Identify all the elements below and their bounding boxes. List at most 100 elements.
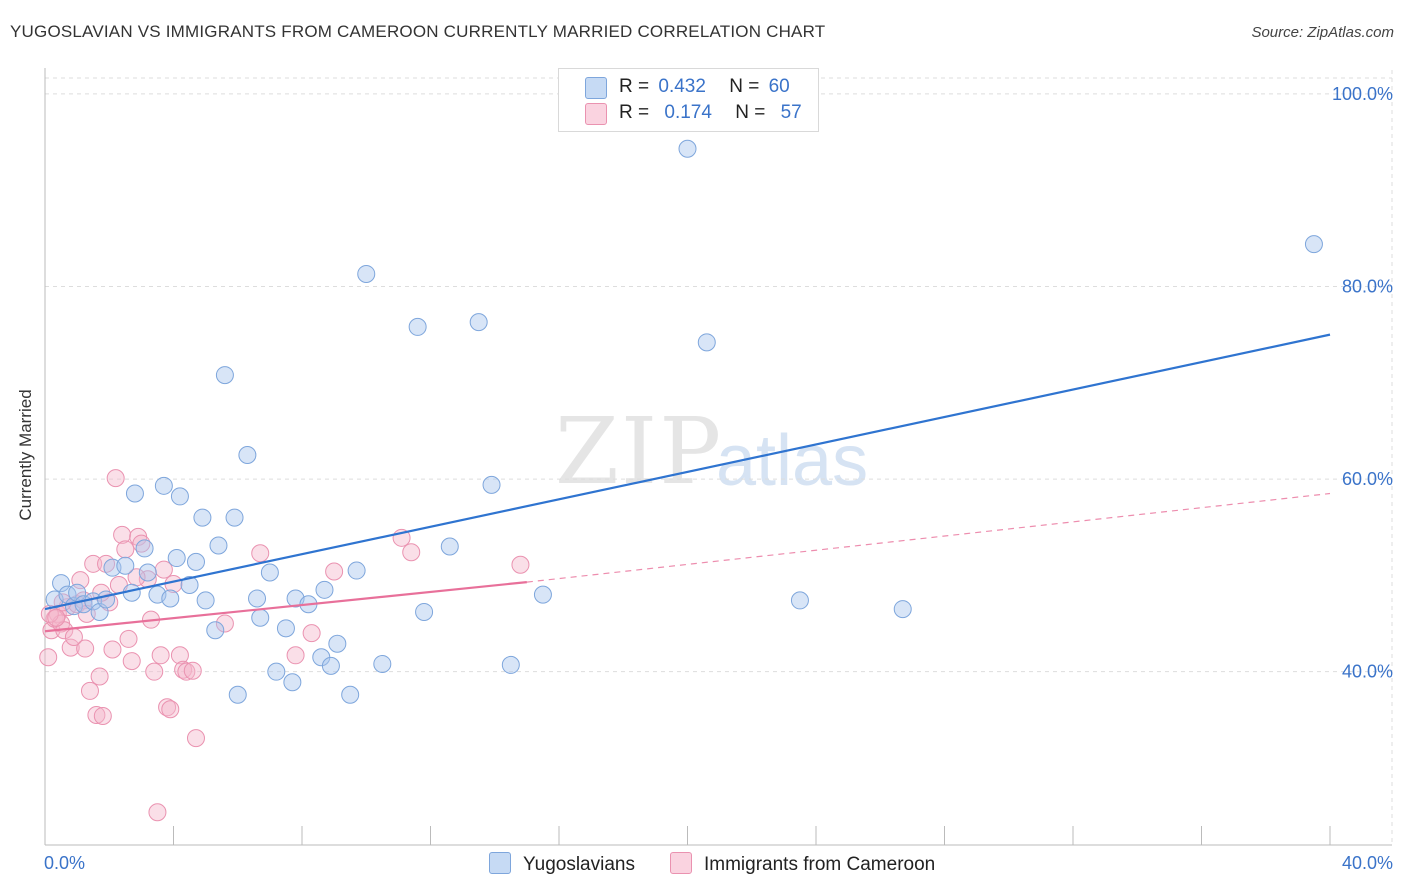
yugoslavian-point xyxy=(893,600,912,619)
cameroon-point xyxy=(145,662,164,681)
source-label: Source: ZipAtlas.com xyxy=(1251,24,1394,41)
legend-label: Immigrants from Cameroon xyxy=(704,854,936,875)
cameroon-point xyxy=(76,639,95,658)
n-value: 57 xyxy=(780,102,802,123)
cameroon-point xyxy=(325,562,344,581)
y-tick-label: 40.0% xyxy=(1342,662,1393,682)
yugoslavian-point xyxy=(225,508,244,527)
cameroon-point xyxy=(251,544,270,563)
cameroon-point xyxy=(302,624,321,643)
cameroon-trend-line xyxy=(44,581,527,633)
cameroon-point xyxy=(158,698,177,717)
r-value: 0.174 xyxy=(664,102,712,123)
yugoslavian-point xyxy=(161,589,180,608)
watermark-zip: ZIP xyxy=(555,398,724,505)
yugoslavian-point xyxy=(440,537,459,556)
cameroon-point xyxy=(119,629,138,648)
yugoslavian-point xyxy=(501,655,520,674)
yugoslavian-point xyxy=(215,366,234,385)
legend-swatch-blue xyxy=(489,852,511,874)
yugoslavian-point xyxy=(341,685,360,704)
yugoslavian-point xyxy=(267,662,286,681)
legend-swatch-pink xyxy=(585,103,607,125)
yugoslavian-point xyxy=(206,621,225,640)
cameroon-point xyxy=(106,469,125,488)
series-legend: Yugoslavians Immigrants from Cameroon xyxy=(0,852,1406,878)
yugoslavian-point xyxy=(167,549,186,568)
yugoslavian-point xyxy=(52,574,71,593)
yugoslavian-point xyxy=(1304,235,1323,254)
cameroon-point xyxy=(113,525,132,544)
yugoslavian-point xyxy=(138,563,157,582)
yugoslavian-point xyxy=(251,608,270,627)
cameroon-point xyxy=(186,729,205,748)
cameroon-point xyxy=(286,646,305,665)
r-label: R = xyxy=(619,102,650,123)
yugoslavian-point xyxy=(209,536,228,555)
yugoslavian-point xyxy=(482,475,501,494)
yugoslavian-point xyxy=(697,333,716,352)
cameroon-point xyxy=(84,554,103,573)
cameroon-point xyxy=(93,706,112,725)
axes xyxy=(44,68,1392,846)
yugoslavian-point xyxy=(678,139,697,158)
cameroon-trend-extension xyxy=(526,492,1331,583)
cameroon-point xyxy=(80,681,99,700)
yugoslavian-point xyxy=(315,580,334,599)
trend-lines-over xyxy=(44,333,1331,633)
cameroon-point xyxy=(151,646,170,665)
yugoslavian-point xyxy=(193,508,212,527)
cameroon-point xyxy=(39,648,58,667)
cameroon-point xyxy=(132,534,151,553)
yugoslavian-point xyxy=(170,487,189,506)
cameroon-point xyxy=(511,555,530,574)
x-tick-label: 0.0% xyxy=(44,853,85,873)
chart-title: YUGOSLAVIAN VS IMMIGRANTS FROM CAMEROON … xyxy=(10,22,826,41)
yugoslavian-point xyxy=(347,561,366,580)
y-axis-label: Currently Married xyxy=(16,389,35,521)
cameroon-point xyxy=(87,706,106,724)
y-tick-label: 100.0% xyxy=(1332,84,1393,104)
yugoslavian-point xyxy=(357,264,376,283)
yugoslavian-point xyxy=(321,656,340,675)
yugoslavian-point xyxy=(260,563,279,582)
x-tick-label: 40.0% xyxy=(1342,853,1393,873)
correlation-legend: R = 0.432 N = 60 R = 0.174 N = 57 xyxy=(558,68,819,132)
yugoslavian-point xyxy=(180,576,199,594)
yugoslavian-point xyxy=(97,590,116,609)
legend-item-cameroon[interactable]: Immigrants from Cameroon xyxy=(670,852,935,876)
yugoslavian-trend-line xyxy=(44,333,1331,611)
cameroon-point xyxy=(215,614,234,633)
cameroon-point xyxy=(170,646,189,665)
y-tick-label: 60.0% xyxy=(1342,469,1393,489)
yugoslavian-point xyxy=(533,585,552,604)
cameroon-point xyxy=(174,660,193,679)
cameroon-point xyxy=(90,667,109,686)
yugoslavian-point xyxy=(154,476,173,495)
yugoslavian-point xyxy=(469,313,488,332)
yugoslavian-point xyxy=(283,673,302,692)
cameroon-point xyxy=(183,661,202,680)
n-value: 60 xyxy=(768,76,790,97)
legend-item-yugoslavians[interactable]: Yugoslavians xyxy=(489,852,635,876)
n-label: N = xyxy=(735,102,766,123)
yugoslavian-point xyxy=(408,317,427,336)
r-label: R = xyxy=(619,76,650,97)
cameroon-point xyxy=(122,652,141,671)
legend-label: Yugoslavians xyxy=(523,854,635,875)
cameroon-point xyxy=(161,700,180,719)
legend-swatch-blue xyxy=(585,77,607,99)
yugoslavian-point xyxy=(373,654,392,673)
cameroon-point xyxy=(177,662,196,681)
yugoslavian-point xyxy=(196,591,215,610)
cameroon-points xyxy=(39,469,530,822)
yugoslavian-point xyxy=(238,446,257,464)
legend-swatch-pink xyxy=(670,852,692,874)
yugoslavian-point xyxy=(790,591,809,610)
yugoslavian-point xyxy=(186,552,205,571)
n-label: N = xyxy=(729,76,760,97)
cameroon-point xyxy=(103,640,122,659)
y-tick-label: 80.0% xyxy=(1342,276,1393,296)
r-value: 0.432 xyxy=(658,76,706,97)
